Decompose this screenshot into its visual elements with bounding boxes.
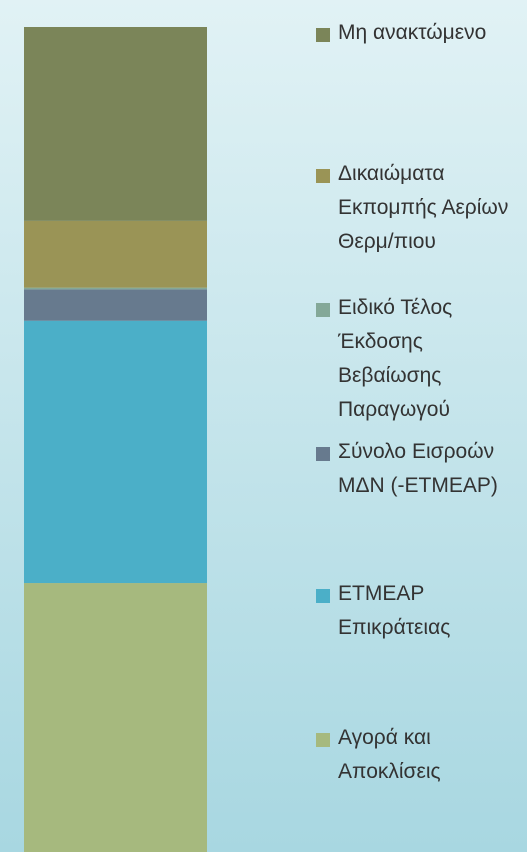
legend-swatch: [316, 447, 330, 461]
legend-label: ΕΤΜΕΑΡ Επικράτειας: [338, 582, 451, 639]
bar-segment: [24, 27, 207, 221]
legend-label: Μη ανακτώμενο: [338, 21, 487, 44]
legend-label: Σύνολο Εισροών ΜΔΝ (-ΕΤΜΕΑΡ): [338, 440, 498, 497]
legend-swatch: [316, 303, 330, 317]
bar-segment: [24, 320, 207, 584]
legend-label: Αγορά και Αποκλίσεις: [338, 726, 441, 783]
legend-swatch: [316, 28, 330, 42]
bar-segment: [24, 583, 207, 852]
legend-label: Ειδικό Τέλος Έκδοσης Βεβαίωσης Παραγωγού: [338, 296, 453, 421]
legend-label: Δικαιώματα Εκπομπής Αερίων Θερμ/πιου: [338, 162, 509, 253]
bar-segment: [24, 287, 207, 290]
bar-segment: [24, 289, 207, 321]
bar-segment: [24, 220, 207, 288]
legend-swatch: [316, 733, 330, 747]
legend-swatch: [316, 589, 330, 603]
legend-swatch: [316, 169, 330, 183]
